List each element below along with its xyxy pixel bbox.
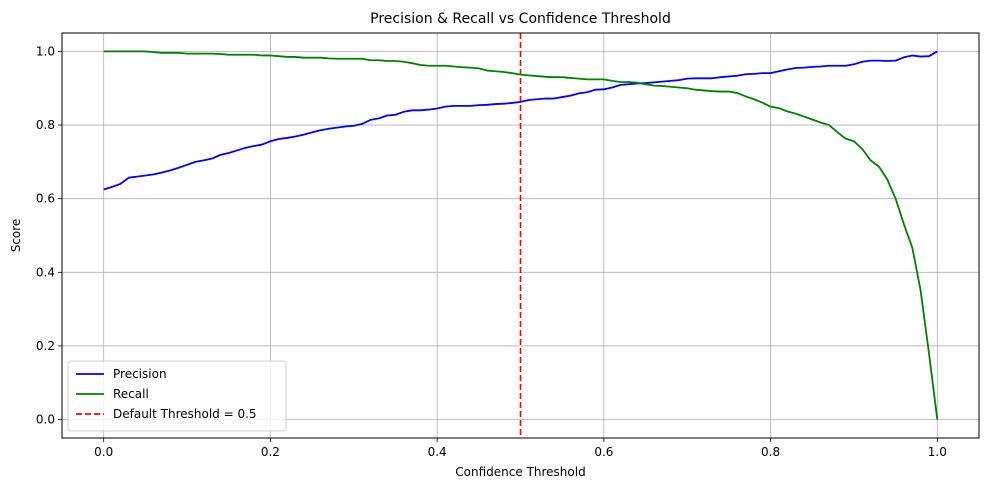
y-tick-label: 0.4	[36, 265, 55, 279]
y-tick-label: 0.8	[36, 118, 55, 132]
y-tick-label: 0.0	[36, 413, 55, 427]
x-tick-label: 0.6	[594, 445, 613, 459]
x-tick-label: 0.0	[94, 445, 113, 459]
y-tick-label: 1.0	[36, 44, 55, 58]
x-tick-label: 0.2	[261, 445, 280, 459]
legend-label: Default Threshold = 0.5	[113, 407, 257, 421]
series-lines	[103, 50, 939, 420]
plot-frame	[61, 32, 980, 439]
x-tick-label: 0.8	[761, 445, 780, 459]
y-axis-label: Score	[9, 219, 23, 253]
legend: Precision Recall Default Threshold = 0.5	[67, 360, 287, 432]
axis-ticks: 0.0 0.2 0.4 0.6 0.8 1.0 0.0 0.2 0.4 0.6 0.8 1.0	[36, 44, 947, 459]
y-tick-label: 0.2	[36, 339, 55, 353]
x-tick-label: 1.0	[928, 445, 947, 459]
series-line-recall	[103, 50, 939, 420]
legend-box	[67, 360, 287, 432]
legend-label: Precision	[113, 367, 167, 381]
legend-label: Recall	[113, 387, 149, 401]
series-line-precision	[103, 50, 938, 191]
x-axis-label: Confidence Threshold	[455, 465, 585, 479]
y-tick-label: 0.6	[36, 192, 55, 206]
x-tick-label: 0.4	[428, 445, 447, 459]
chart-title: Precision & Recall vs Confidence Thresho…	[370, 11, 671, 27]
